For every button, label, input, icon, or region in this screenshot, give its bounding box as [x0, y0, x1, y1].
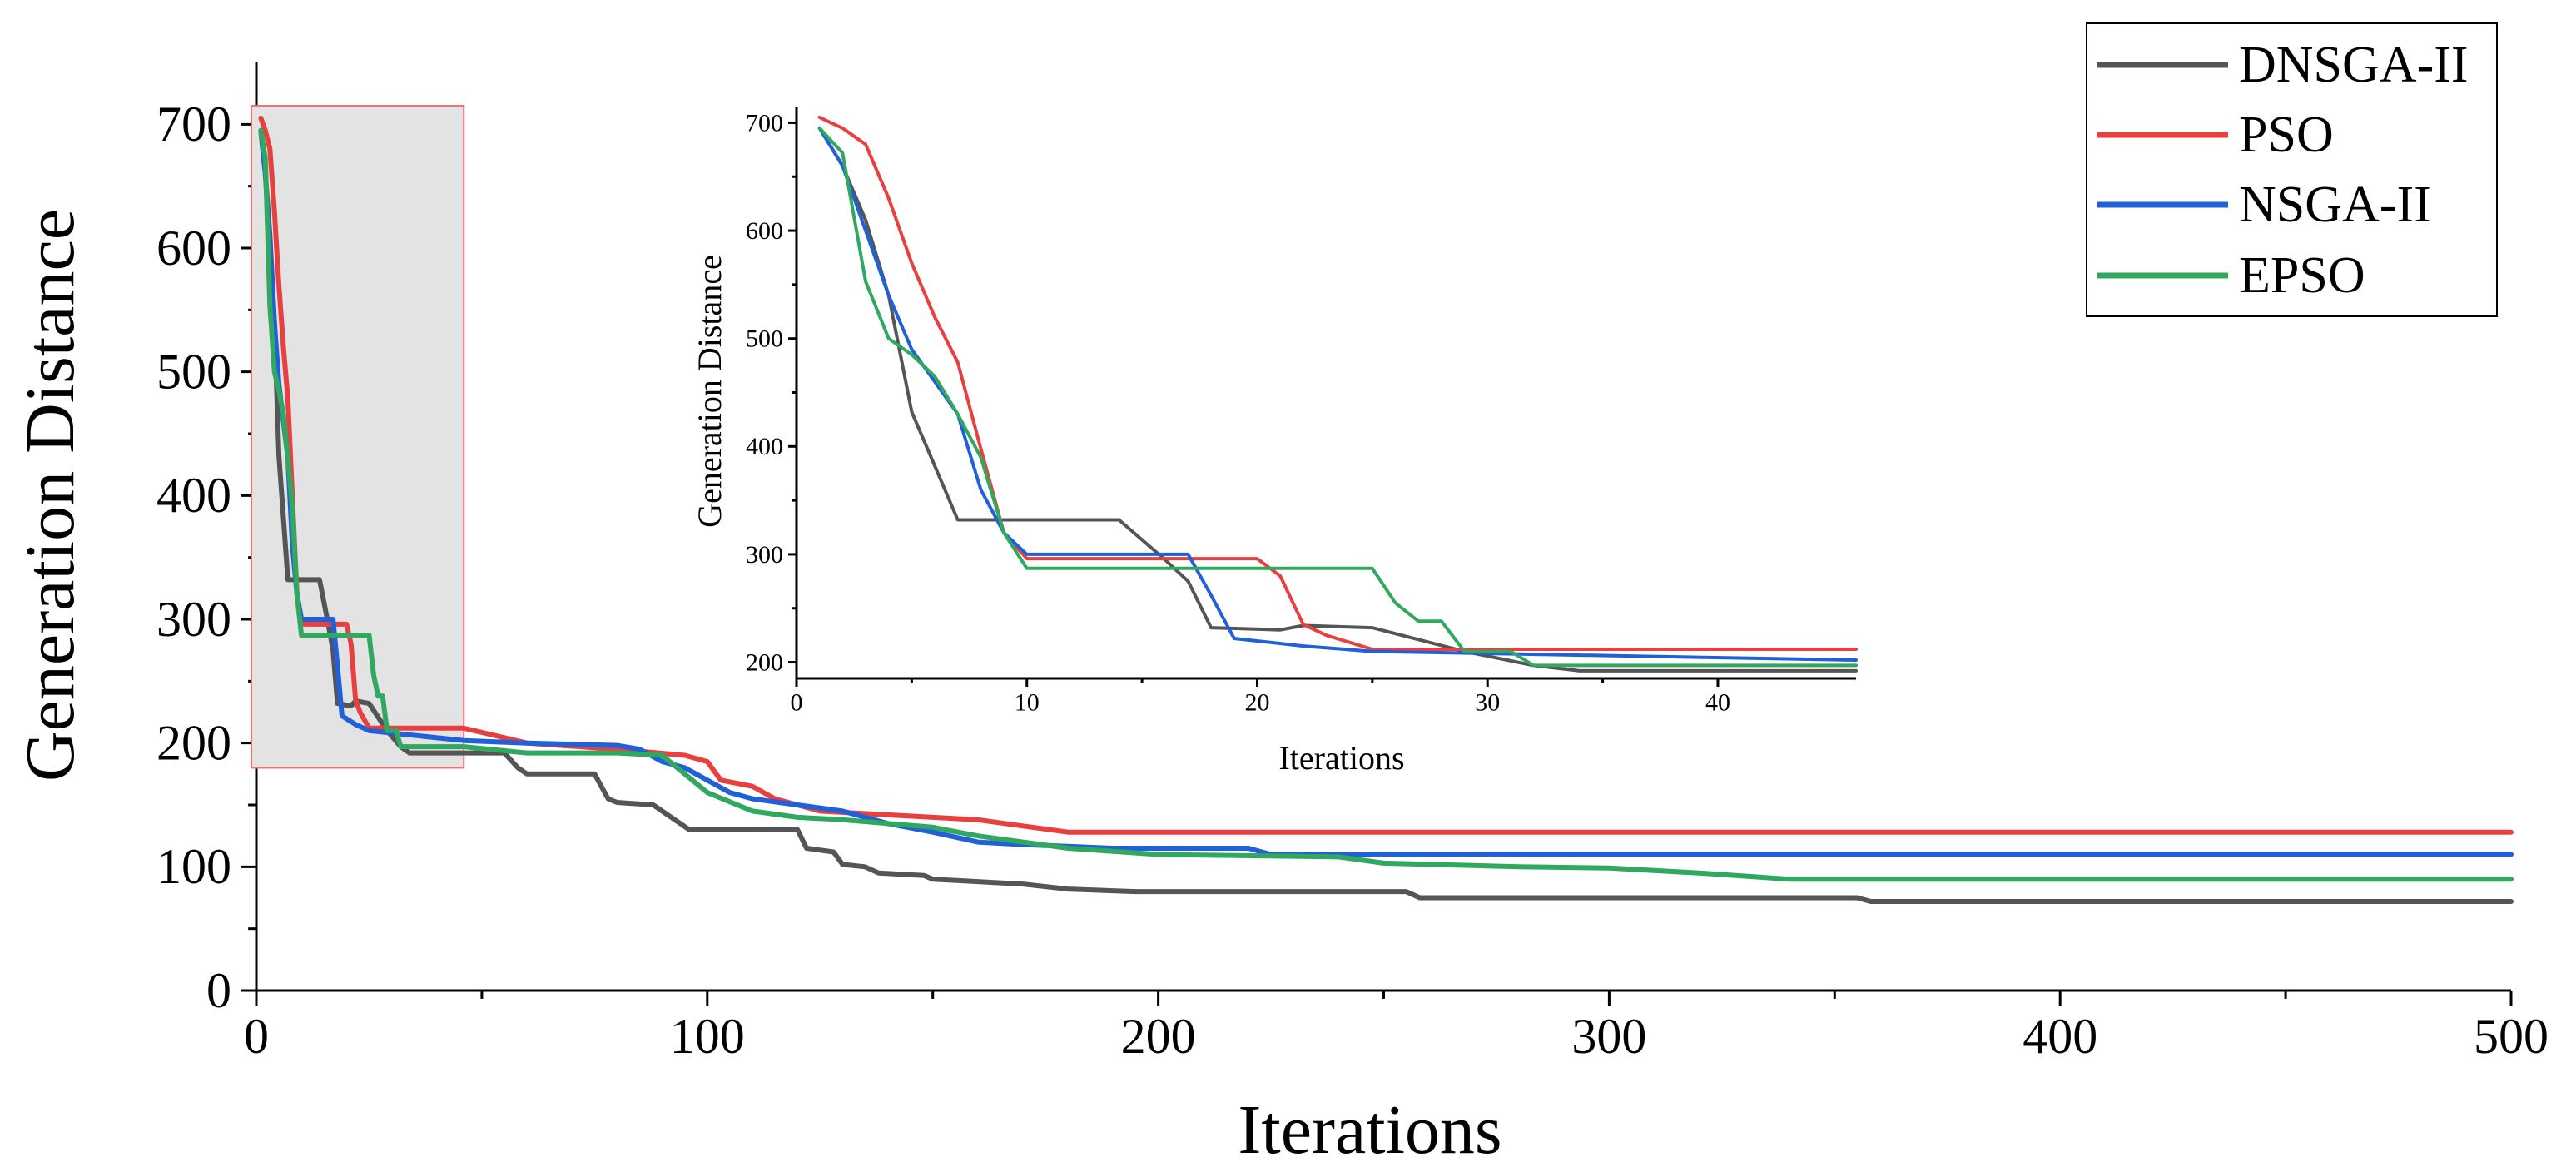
main-y-tick-label: 600 [156, 221, 231, 276]
legend-entry-nsga-ii: NSGA-II [2097, 176, 2431, 233]
main-series-line-pso [258, 115, 2514, 835]
main-series-group [251, 105, 2514, 904]
inset-axes: 0 10 20 30 40 200 300 400 500 600 700 [746, 107, 1856, 717]
inset-series-group [817, 116, 1858, 673]
legend-entry-dnsga-ii: DNSGA-II [2097, 37, 2469, 93]
main-x-axis-label: Iterations [1238, 1091, 1501, 1169]
legend-label-pso: PSO [2239, 107, 2334, 163]
inset-x-tick-label: 40 [1705, 689, 1730, 717]
inset-x-tick-label: 0 [791, 689, 803, 717]
legend-label-epso: EPSO [2239, 247, 2365, 304]
inset-x-tick-label: 10 [1015, 689, 1040, 717]
inset-background [797, 107, 1856, 678]
main-x-tick-label: 0 [244, 1009, 269, 1064]
legend: DNSGA-II PSO NSGA-II EPSO [2086, 22, 2498, 317]
legend-entry-epso: EPSO [2097, 247, 2365, 304]
inset-y-tick-label: 500 [746, 325, 783, 353]
legend-label-dnsga-ii: DNSGA-II [2239, 37, 2469, 93]
inset-y-tick-label: 600 [746, 217, 783, 245]
main-x-tick-label: 200 [1121, 1009, 1196, 1064]
legend-entry-pso: PSO [2097, 107, 2334, 163]
main-y-axis-label: Generation Distance [12, 209, 89, 782]
inset-x-tick-label: 30 [1475, 689, 1500, 717]
main-series-line-epso [258, 127, 2514, 882]
inset-y-tick-label: 400 [746, 433, 783, 460]
inset-y-tick-label: 700 [746, 109, 783, 137]
main-y-tick-label: 400 [156, 468, 231, 523]
main-y-tick-label: 0 [206, 963, 231, 1018]
inset-series-line-epso [817, 126, 1858, 668]
main-x-tick-label: 400 [2023, 1009, 2097, 1064]
inset-x-tick-label: 20 [1244, 689, 1269, 717]
main-y-tick-label: 500 [156, 344, 231, 399]
main-x-tick-label: 100 [670, 1009, 745, 1064]
legend-label-nsga-ii: NSGA-II [2239, 176, 2431, 233]
main-x-tick-label: 500 [2474, 1009, 2549, 1064]
inset-y-tick-label: 300 [746, 541, 783, 569]
main-y-tick-label: 300 [156, 592, 231, 647]
inset-y-tick-label: 200 [746, 648, 783, 676]
main-y-tick-label: 700 [156, 97, 231, 151]
main-y-tick-label: 100 [156, 839, 231, 894]
main-x-tick-label: 300 [1571, 1009, 1646, 1064]
inset-x-axis-label: Iterations [1278, 739, 1404, 777]
inset-y-axis-label: Generation Distance [691, 255, 728, 528]
main-y-tick-label: 200 [156, 715, 231, 770]
legend-frame [2086, 22, 2498, 317]
